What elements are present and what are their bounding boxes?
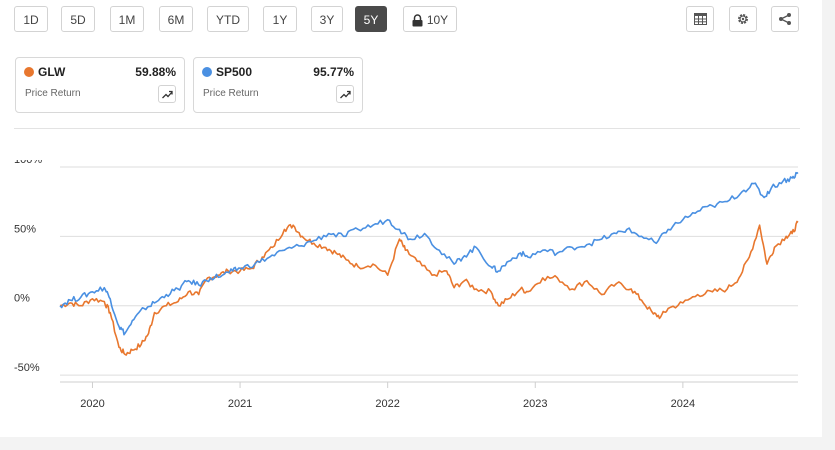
y-tick-label: 0% (14, 293, 30, 305)
trend-icon (339, 90, 351, 98)
range-button-3y[interactable]: 3Y (311, 6, 343, 32)
range-label: 1D (23, 13, 39, 27)
gear-icon (738, 14, 748, 24)
table-icon (693, 13, 707, 25)
y-tick-label: -50% (14, 362, 40, 374)
sp500-symbol: SP500 (216, 65, 253, 79)
range-label: 6M (167, 13, 185, 27)
range-label: YTD (216, 13, 240, 27)
share-icon (779, 13, 791, 25)
x-tick-label: 2021 (228, 398, 252, 410)
lock-icon (412, 14, 423, 27)
glw-trend-button[interactable] (158, 85, 176, 103)
x-tick-label: 2020 (80, 398, 104, 410)
glw-series-line (59, 220, 799, 356)
range-button-1y[interactable]: 1Y (263, 6, 297, 32)
settings-button[interactable] (729, 6, 757, 32)
trend-icon (161, 90, 173, 98)
returns-line-chart: 100% 50% 0% -50% 2020 2021 2022 2023 2024 (14, 160, 799, 410)
glw-return-value: 59.88% (135, 65, 176, 79)
sp500-subtitle: Price Return (203, 88, 259, 99)
range-label: 10Y (426, 13, 449, 27)
range-button-5d[interactable]: 5D (61, 6, 95, 32)
range-button-5y[interactable]: 5Y (355, 6, 387, 32)
range-button-10y[interactable]: 10Y (403, 6, 457, 32)
range-label: 1Y (272, 13, 288, 27)
range-button-6m[interactable]: 6M (159, 6, 193, 32)
chart-panel: 1D 5D 1M 6M YTD 1Y 3Y 5Y 10Y GLW 59.88% (0, 0, 822, 437)
sp500-color-dot (202, 67, 212, 77)
y-tick-label: 50% (14, 223, 36, 235)
x-tick-label: 2024 (671, 398, 695, 410)
range-button-1d[interactable]: 1D (14, 6, 48, 32)
glw-legend-card[interactable]: GLW 59.88% Price Return (15, 57, 185, 113)
sp500-trend-button[interactable] (336, 85, 354, 103)
sp500-return-value: 95.77% (313, 65, 354, 79)
table-view-button[interactable] (686, 6, 714, 32)
x-tick-label: 2022 (375, 398, 399, 410)
share-button[interactable] (771, 6, 799, 32)
glw-color-dot (24, 67, 34, 77)
glw-subtitle: Price Return (25, 88, 81, 99)
range-label: 1M (118, 13, 136, 27)
glw-symbol: GLW (38, 65, 66, 79)
y-tick-label: 100% (14, 160, 42, 166)
sp500-series-line (59, 171, 799, 336)
range-button-ytd[interactable]: YTD (207, 6, 249, 32)
range-label: 5Y (363, 13, 379, 27)
x-tick-label: 2023 (523, 398, 547, 410)
separator-line (14, 128, 800, 129)
range-label: 3Y (319, 13, 335, 27)
range-button-1m[interactable]: 1M (110, 6, 144, 32)
sp500-legend-card[interactable]: SP500 95.77% Price Return (193, 57, 363, 113)
range-label: 5D (70, 13, 86, 27)
